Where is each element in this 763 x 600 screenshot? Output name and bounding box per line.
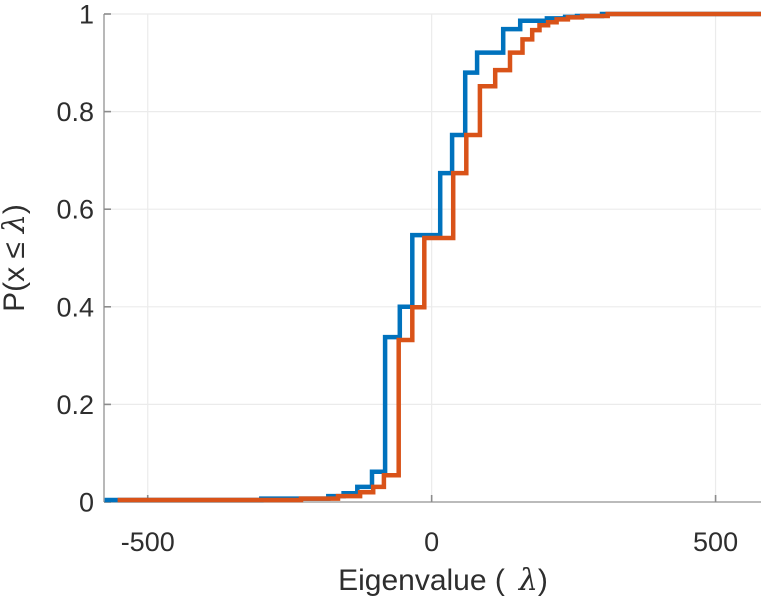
x-tick-label: 500 [693,527,738,557]
lambda-symbol: λ [0,214,32,234]
y-tick-labels: 0 0.2 0.4 0.6 0.8 1 [56,0,94,518]
axis-spines [103,14,761,503]
axis-ticks [104,13,717,503]
x-axis-label-text: Eigenvalue ( [338,564,505,597]
x-axis-label-close: ) [538,564,548,597]
y-tick-label: 0.6 [56,195,94,225]
y-tick-label: 0 [79,488,94,518]
y-tick-label: 0.8 [56,97,94,127]
y-axis-label-text: P(x ≤ [0,242,31,312]
y-tick-label: 0.4 [56,292,94,322]
x-tick-label: 0 [424,527,439,557]
cdf-curve-eigenvalue-cdf-2 [117,11,761,503]
y-tick-label: 0.2 [56,390,94,420]
x-tick-labels: -500 0 500 [121,527,738,557]
cdf-curve-eigenvalue-cdf-1 [104,11,761,503]
x-axis-label: Eigenvalue ( λ) [338,563,548,598]
x-tick-label: -500 [121,527,175,557]
y-tick-label: 1 [79,0,94,30]
gridlines [104,13,761,503]
lambda-symbol: λ [518,563,538,598]
y-axis-label-close: ) [0,204,31,214]
y-axis-label: P(x ≤ λ) [0,204,32,312]
cdf-curves [104,11,761,503]
